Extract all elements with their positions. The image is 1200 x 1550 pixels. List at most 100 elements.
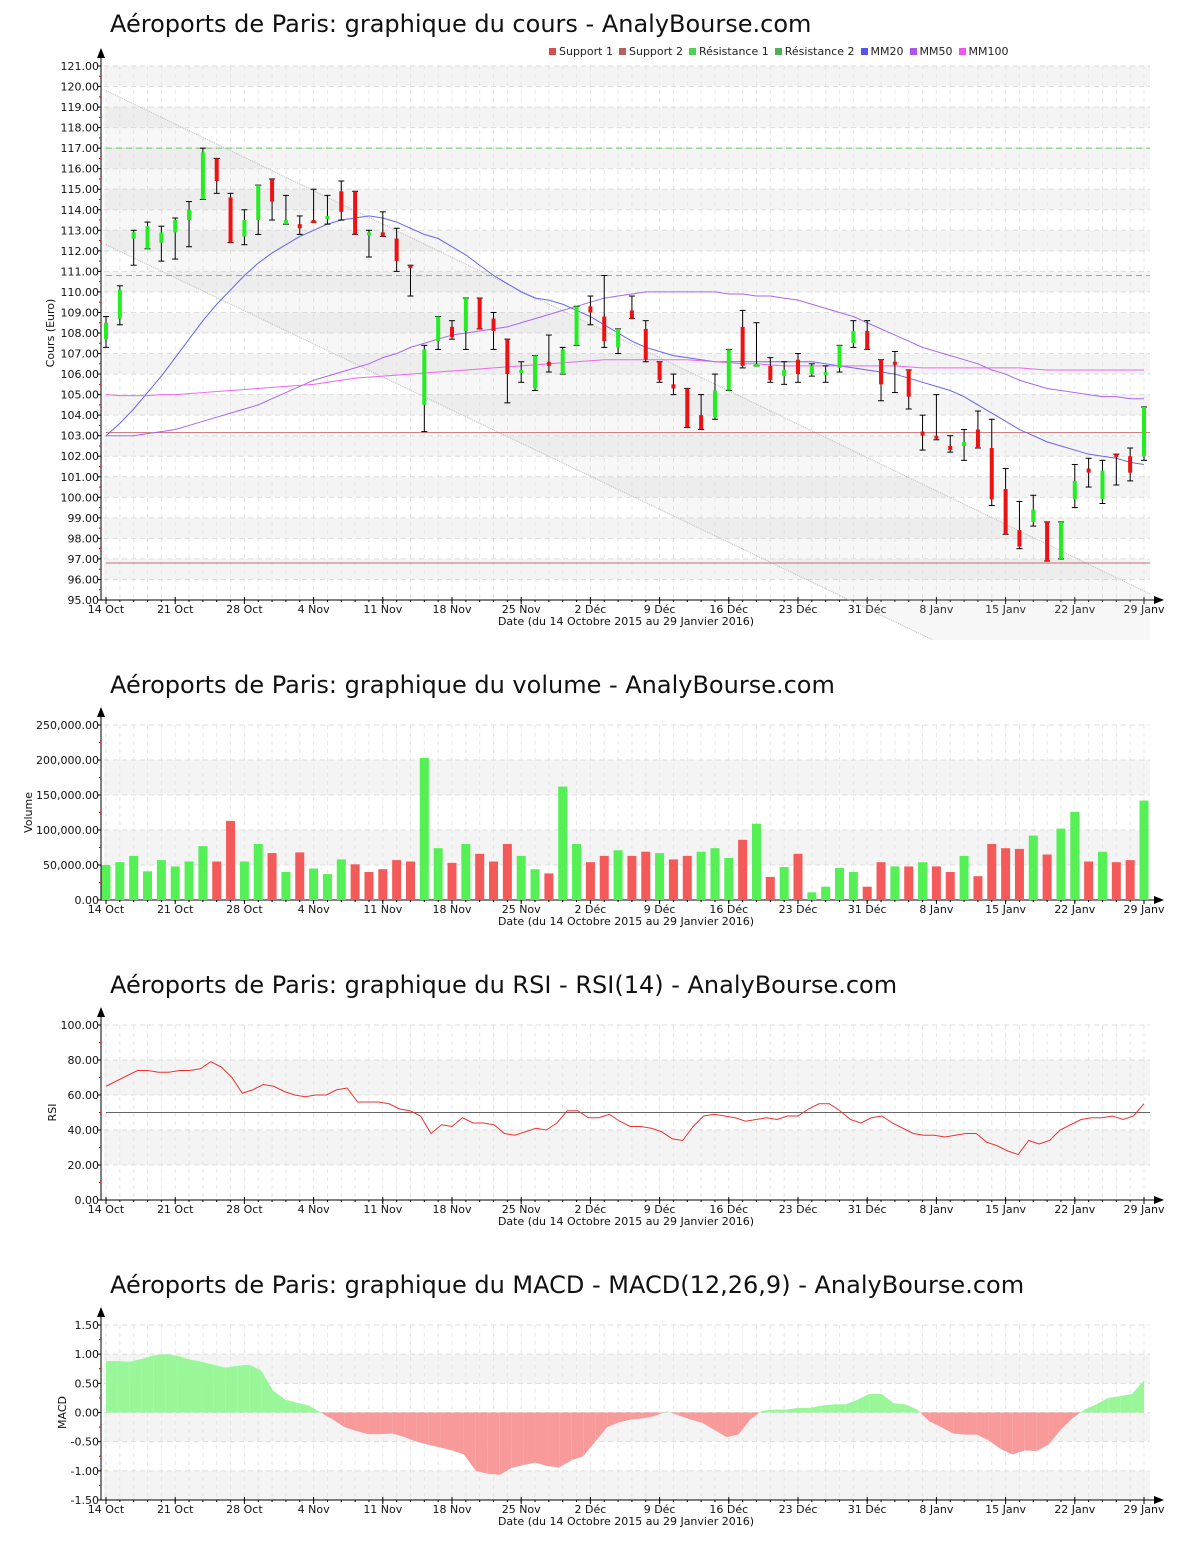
svg-text:96.00: 96.00 (68, 573, 100, 586)
svg-text:16 Déc: 16 Déc (709, 1503, 748, 1516)
svg-text:31 Déc: 31 Déc (848, 1503, 887, 1516)
legend-swatch-icon (958, 48, 966, 55)
volume-chart: 0.00 50,000.00 100,000.00 150,000.00 200,000… (22, 707, 1165, 928)
svg-text:9 Déc: 9 Déc (644, 903, 676, 916)
svg-text:21 Oct: 21 Oct (157, 1503, 194, 1516)
svg-text:98.00: 98.00 (68, 532, 100, 545)
svg-text:22 Janv: 22 Janv (1054, 1503, 1095, 1516)
svg-text:11 Nov: 11 Nov (363, 1503, 402, 1516)
svg-text:0.00: 0.00 (75, 894, 100, 907)
svg-text:22 Janv: 22 Janv (1054, 603, 1095, 616)
svg-text:118.00: 118.00 (61, 122, 100, 135)
svg-text:50,000.00: 50,000.00 (43, 859, 99, 872)
svg-text:15 Janv: 15 Janv (985, 903, 1026, 916)
svg-text:28 Oct: 28 Oct (226, 903, 263, 916)
svg-text:2 Déc: 2 Déc (575, 1503, 607, 1516)
rsi-chart: 0.00 20.00 40.00 60.00 80.00 100.00 14 Oct 21 O… (46, 1007, 1165, 1228)
svg-text:28 Oct: 28 Oct (226, 1503, 263, 1516)
svg-text:9 Déc: 9 Déc (644, 1503, 676, 1516)
svg-text:Date (du 14 Octobre 2015 au 29: Date (du 14 Octobre 2015 au 29 Janvier 2… (498, 915, 754, 928)
svg-text:25 Nov: 25 Nov (502, 1503, 541, 1516)
svg-text:0.00: 0.00 (75, 1407, 100, 1420)
svg-text:29 Janv: 29 Janv (1124, 603, 1165, 616)
svg-text:16 Déc: 16 Déc (709, 1203, 748, 1216)
svg-text:-0.50: -0.50 (71, 1436, 99, 1449)
svg-text:14 Oct: 14 Oct (88, 903, 125, 916)
legend-label: Résistance 2 (784, 45, 855, 58)
svg-text:MACD: MACD (56, 1396, 69, 1429)
svg-text:28 Oct: 28 Oct (226, 603, 263, 616)
svg-text:11 Nov: 11 Nov (363, 1203, 402, 1216)
legend-swatch-icon (774, 48, 782, 55)
macd-chart-title: Aéroports de Paris: graphique du MACD - … (110, 1271, 1025, 1299)
svg-text:4 Nov: 4 Nov (298, 1203, 330, 1216)
svg-text:100.00: 100.00 (61, 491, 100, 504)
legend-label: Résistance 1 (698, 45, 769, 58)
svg-text:11 Nov: 11 Nov (363, 903, 402, 916)
svg-text:100.00: 100.00 (61, 1019, 100, 1032)
svg-text:2 Déc: 2 Déc (575, 603, 607, 616)
svg-text:100,000.00: 100,000.00 (36, 824, 99, 837)
legend-swatch-icon (618, 48, 626, 55)
svg-text:20.00: 20.00 (68, 1159, 100, 1172)
svg-text:25 Nov: 25 Nov (502, 903, 541, 916)
svg-text:Volume: Volume (22, 792, 35, 833)
svg-text:110.00: 110.00 (61, 286, 100, 299)
svg-text:Date (du 14 Octobre 2015 au 29: Date (du 14 Octobre 2015 au 29 Janvier 2… (498, 1215, 754, 1228)
price-chart-title: Aéroports de Paris: graphique du cours -… (110, 10, 812, 38)
svg-text:1.50: 1.50 (75, 1319, 100, 1332)
svg-text:8 Janv: 8 Janv (919, 1203, 953, 1216)
svg-text:11 Nov: 11 Nov (363, 603, 402, 616)
svg-text:Cours (Euro): Cours (Euro) (44, 299, 57, 368)
legend-label: Support 2 (628, 45, 683, 58)
svg-text:99.00: 99.00 (68, 512, 100, 525)
svg-text:200,000.00: 200,000.00 (36, 754, 99, 767)
svg-text:60.00: 60.00 (68, 1089, 100, 1102)
svg-text:15 Janv: 15 Janv (985, 603, 1026, 616)
svg-text:15 Janv: 15 Janv (985, 1203, 1026, 1216)
legend-swatch-icon (860, 48, 868, 55)
svg-text:25 Nov: 25 Nov (502, 603, 541, 616)
svg-text:95.00: 95.00 (68, 594, 100, 607)
svg-text:18 Nov: 18 Nov (433, 1203, 472, 1216)
svg-text:29 Janv: 29 Janv (1124, 903, 1165, 916)
svg-text:23 Déc: 23 Déc (779, 603, 818, 616)
svg-text:18 Nov: 18 Nov (433, 1503, 472, 1516)
svg-text:250,000.00: 250,000.00 (36, 719, 99, 732)
svg-text:117.00: 117.00 (61, 142, 100, 155)
svg-text:80.00: 80.00 (68, 1054, 100, 1067)
svg-text:29 Janv: 29 Janv (1124, 1503, 1165, 1516)
price-chart: 95.00 96.00 97.00 98.00 99.00 100.00 101.00 102… (44, 48, 1165, 640)
legend-item: MM50 (909, 45, 953, 58)
svg-text:21 Oct: 21 Oct (157, 603, 194, 616)
svg-text:-1.50: -1.50 (71, 1494, 99, 1507)
svg-text:23 Déc: 23 Déc (779, 903, 818, 916)
svg-text:21 Oct: 21 Oct (157, 903, 194, 916)
svg-text:9 Déc: 9 Déc (644, 1203, 676, 1216)
svg-text:1.00: 1.00 (75, 1348, 100, 1361)
volume-chart-title: Aéroports de Paris: graphique du volume … (110, 671, 835, 699)
svg-text:23 Déc: 23 Déc (779, 1503, 818, 1516)
svg-text:4 Nov: 4 Nov (298, 603, 330, 616)
legend-item: MM100 (958, 45, 1009, 58)
price-chart-legend: Support 1 Support 2 Résistance 1 Résistance… (549, 45, 1010, 58)
svg-text:8 Janv: 8 Janv (919, 603, 953, 616)
legend-label: MM100 (968, 45, 1009, 58)
svg-text:18 Nov: 18 Nov (433, 903, 472, 916)
svg-text:150,000.00: 150,000.00 (36, 789, 99, 802)
svg-text:28 Oct: 28 Oct (226, 1203, 263, 1216)
svg-text:31 Déc: 31 Déc (848, 903, 887, 916)
svg-text:97.00: 97.00 (68, 553, 100, 566)
svg-text:14 Oct: 14 Oct (88, 1503, 125, 1516)
svg-text:14 Oct: 14 Oct (88, 1203, 125, 1216)
svg-text:115.00: 115.00 (61, 183, 100, 196)
svg-text:112.00: 112.00 (61, 245, 100, 258)
svg-text:9 Déc: 9 Déc (644, 603, 676, 616)
svg-text:23 Déc: 23 Déc (779, 1203, 818, 1216)
svg-text:114.00: 114.00 (61, 204, 100, 217)
legend-item: Support 2 (618, 45, 683, 58)
legend-label: MM50 (919, 45, 953, 58)
svg-text:18 Nov: 18 Nov (433, 603, 472, 616)
legend-item: Résistance 2 (774, 45, 855, 58)
legend-swatch-icon (549, 48, 556, 55)
